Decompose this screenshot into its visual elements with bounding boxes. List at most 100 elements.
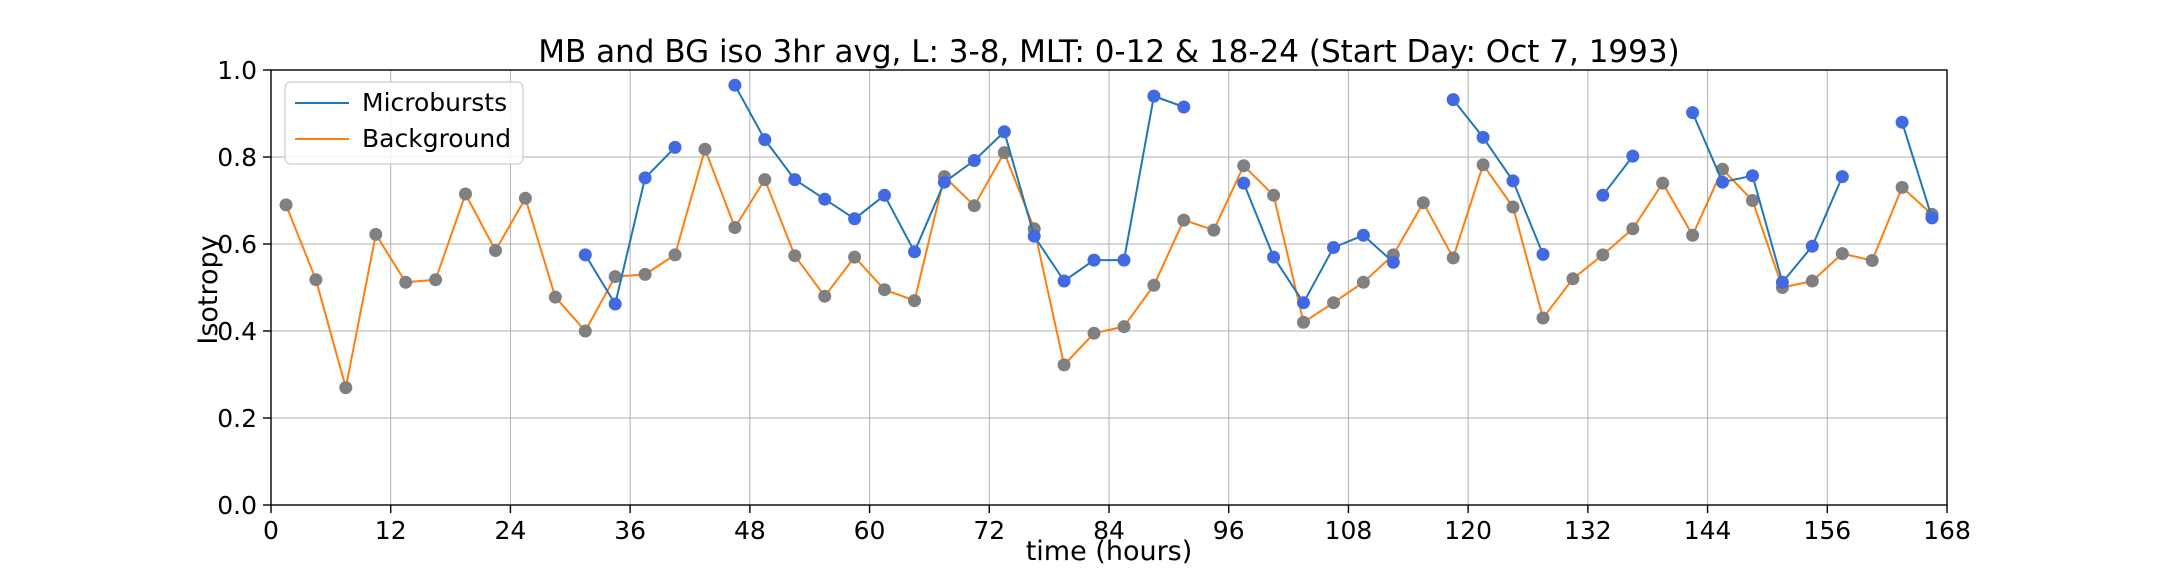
x-tick-label: 24 [495,516,527,545]
x-tick-label: 96 [1213,516,1245,545]
background-point [489,244,502,257]
y-tick-label: 0.0 [217,491,257,520]
microbursts-point [1267,250,1281,264]
microbursts-point [638,171,652,185]
microbursts-point [1716,175,1729,189]
microbursts-point [1147,89,1161,103]
microbursts-point [1327,241,1340,254]
microbursts-point [848,212,862,226]
x-tick-label: 0 [263,516,279,545]
microbursts-point [1117,253,1131,267]
microbursts-point [1835,170,1849,184]
microbursts-point [1386,255,1400,269]
background-point [1446,251,1460,265]
x-tick-label: 72 [973,516,1005,545]
background-point [668,248,682,262]
series-layer [279,78,1939,395]
x-tick-label: 144 [1684,516,1732,545]
background-point [1356,275,1370,289]
background-point [339,381,353,395]
background-point [1626,222,1640,236]
microbursts-point [728,78,742,92]
y-axis-label: Isotropy [193,235,224,344]
background-point [518,191,532,205]
background-point [728,221,742,234]
microbursts-point [1446,93,1460,107]
microbursts-point [1087,253,1101,267]
background-point [279,198,293,212]
y-tick-label: 0.4 [217,317,257,346]
background-point [1267,188,1281,202]
microbursts-line [1602,155,1634,196]
background-point [369,227,383,241]
microbursts-point [608,297,622,311]
microbursts-point [788,173,802,187]
x-tick-label: 120 [1444,516,1492,545]
x-tick-label: 168 [1923,516,1971,545]
microbursts-point [668,140,682,154]
background-point [429,273,443,287]
microbursts-point [1297,296,1310,310]
x-tick-label: 132 [1564,516,1612,545]
x-tick-label: 108 [1325,516,1373,545]
background-point [1656,176,1670,190]
background-point [1566,272,1580,286]
background-point [1237,159,1251,173]
background-point [1686,228,1700,242]
microbursts-point [1746,169,1759,183]
background-point [1506,200,1520,214]
microbursts-point [908,245,921,259]
background-point [758,173,772,187]
microbursts-point [1805,239,1819,253]
x-tick-label: 84 [1093,516,1125,545]
x-tick-label: 156 [1803,516,1851,545]
background-point [399,275,413,289]
background-point [1297,315,1310,329]
microbursts-point [758,133,772,147]
background-point [818,289,832,303]
microbursts-point [937,175,951,189]
microbursts-point [818,192,832,206]
y-tick-label: 0.6 [217,230,257,259]
background-point [1057,358,1071,372]
background-point [1087,326,1101,340]
background-point [1147,278,1161,292]
x-tick-label: 36 [614,516,646,545]
background-point [698,142,712,156]
microbursts-point [1237,176,1251,190]
background-point [608,270,622,284]
background-point [1596,248,1610,262]
microbursts-line [584,146,676,305]
background-point [1177,213,1191,227]
background-line [285,148,1933,389]
background-point [1805,274,1819,288]
background-point [1835,247,1849,261]
microbursts-point [1177,100,1191,114]
background-point [1536,311,1550,325]
microbursts-point [578,248,592,262]
x-tick-label: 60 [854,516,886,545]
background-point [1117,320,1131,334]
microbursts-point [1536,247,1550,261]
microbursts-point [997,125,1011,139]
background-point [878,283,891,297]
background-point [1416,196,1430,210]
microbursts-point [1596,188,1610,202]
x-tick-label: 12 [375,516,407,545]
background-point [459,187,472,201]
background-point [1207,223,1221,237]
microbursts-point [1057,274,1071,288]
legend-background-label: Background [362,124,511,153]
y-tick-label: 0.2 [217,404,257,433]
background-point [848,250,862,264]
microbursts-point [1027,229,1041,243]
background-point [967,199,981,213]
background-point [788,249,802,263]
microbursts-point [1925,211,1939,225]
background-point [638,267,652,281]
background-point [1865,254,1879,267]
chart-title: MB and BG iso 3hr avg, L: 3-8, MLT: 0-12… [538,34,1679,70]
microbursts-point [1356,228,1370,242]
microbursts-point [1626,149,1640,163]
